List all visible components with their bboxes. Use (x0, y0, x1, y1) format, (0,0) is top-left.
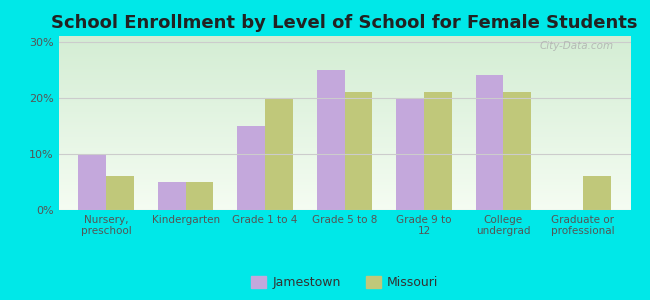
Bar (79, 154, 106, 210)
Title: School Enrollment by Level of School for Female Students: School Enrollment by Level of School for… (51, 14, 638, 32)
Bar (158, 182, 186, 210)
Legend: Jamestown, Missouri: Jamestown, Missouri (246, 271, 443, 294)
Bar (317, 70, 345, 210)
Bar (106, 176, 134, 210)
Bar (186, 182, 213, 210)
Bar (476, 75, 503, 210)
Bar (424, 92, 452, 210)
Bar (583, 176, 610, 210)
Bar (265, 98, 293, 210)
Bar (237, 126, 265, 210)
Text: City-Data.com: City-Data.com (540, 41, 614, 51)
Bar (503, 92, 531, 210)
Bar (396, 98, 424, 210)
Bar (344, 92, 372, 210)
